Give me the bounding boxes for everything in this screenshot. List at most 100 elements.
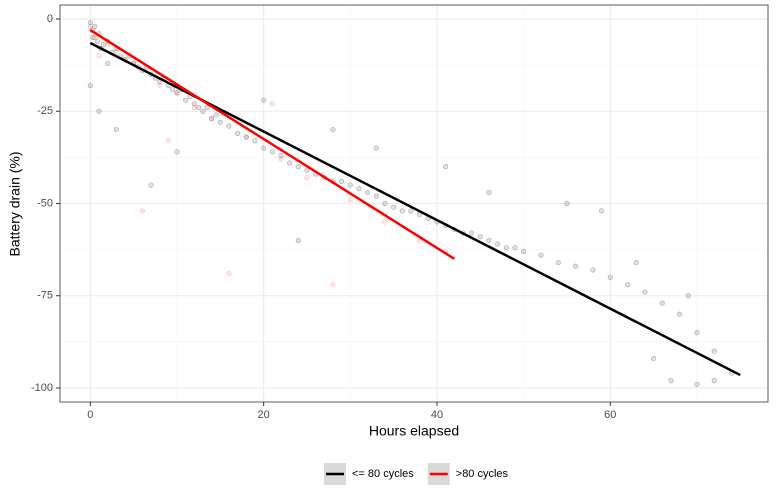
data-point bbox=[87, 82, 93, 89]
data-point bbox=[174, 90, 180, 96]
data-point bbox=[191, 104, 197, 111]
y-tick-label: 0 bbox=[47, 13, 53, 25]
data-point bbox=[347, 197, 353, 203]
data-point bbox=[607, 274, 613, 280]
data-point bbox=[564, 200, 570, 207]
fit-line bbox=[89, 29, 455, 260]
data-point bbox=[633, 259, 639, 266]
data-point bbox=[278, 156, 284, 162]
data-point bbox=[495, 241, 501, 247]
data-point bbox=[573, 263, 579, 269]
data-point bbox=[261, 97, 267, 103]
x-tick-label: 20 bbox=[258, 409, 270, 421]
data-point bbox=[347, 182, 353, 188]
data-point bbox=[625, 282, 631, 288]
data-point bbox=[711, 378, 717, 384]
data-point bbox=[113, 49, 119, 55]
data-point bbox=[486, 189, 492, 196]
data-point bbox=[659, 300, 665, 306]
data-point bbox=[165, 138, 171, 144]
data-point bbox=[92, 23, 98, 29]
data-point bbox=[373, 193, 379, 199]
data-point bbox=[555, 259, 561, 266]
data-point bbox=[365, 189, 371, 196]
data-point bbox=[694, 330, 700, 336]
legend-label: <= 80 cycles bbox=[352, 468, 414, 480]
data-point bbox=[382, 200, 388, 207]
data-point bbox=[96, 53, 102, 59]
x-axis-title: Hours elapsed bbox=[369, 423, 459, 439]
data-point bbox=[269, 149, 275, 155]
data-point bbox=[174, 149, 180, 155]
data-point bbox=[339, 178, 345, 184]
y-tick-label: -75 bbox=[37, 290, 53, 302]
y-tick-label: -100 bbox=[31, 382, 53, 394]
data-point bbox=[408, 208, 414, 214]
data-point bbox=[100, 42, 106, 48]
data-point bbox=[96, 108, 102, 114]
data-point bbox=[235, 130, 241, 136]
data-point bbox=[87, 20, 93, 26]
x-tick-label: 0 bbox=[87, 409, 93, 421]
data-point bbox=[209, 116, 215, 122]
data-point bbox=[226, 271, 232, 277]
data-point bbox=[105, 60, 111, 66]
data-point bbox=[287, 160, 293, 166]
data-point bbox=[469, 230, 475, 236]
data-point bbox=[295, 237, 301, 243]
data-point bbox=[183, 97, 189, 103]
data-point bbox=[148, 182, 154, 188]
data-point bbox=[503, 245, 509, 251]
data-point bbox=[113, 127, 119, 133]
data-point bbox=[200, 108, 206, 114]
data-point bbox=[330, 127, 336, 133]
data-point bbox=[191, 101, 197, 107]
data-point bbox=[92, 34, 98, 41]
data-point bbox=[399, 208, 405, 214]
y-tick-label: -25 bbox=[37, 105, 53, 117]
data-point bbox=[196, 104, 202, 111]
data-point bbox=[94, 38, 100, 44]
data-point bbox=[226, 123, 232, 129]
data-point bbox=[304, 175, 310, 181]
data-point bbox=[243, 134, 249, 140]
data-point bbox=[599, 208, 605, 214]
data-point bbox=[170, 86, 176, 92]
data-point bbox=[391, 204, 397, 210]
legend-label: >80 cycles bbox=[456, 468, 509, 480]
data-point bbox=[217, 119, 223, 125]
data-point bbox=[304, 167, 310, 173]
data-point bbox=[87, 23, 93, 29]
data-point bbox=[694, 381, 700, 387]
panel-border bbox=[59, 4, 769, 403]
data-point bbox=[269, 101, 275, 107]
data-point bbox=[685, 293, 691, 299]
data-point bbox=[711, 348, 717, 354]
y-tick-label: -50 bbox=[37, 197, 53, 209]
data-point bbox=[382, 219, 388, 225]
data-point bbox=[295, 164, 301, 170]
x-tick-label: 40 bbox=[431, 409, 443, 421]
data-point bbox=[261, 145, 267, 151]
data-point bbox=[105, 42, 111, 48]
data-point bbox=[204, 104, 210, 111]
data-point bbox=[243, 134, 249, 140]
data-point bbox=[139, 208, 145, 214]
data-point bbox=[642, 289, 648, 295]
data-point bbox=[668, 378, 674, 384]
data-point bbox=[512, 245, 518, 251]
data-point bbox=[90, 34, 96, 41]
data-point bbox=[174, 90, 180, 96]
data-point bbox=[278, 152, 284, 159]
data-point bbox=[252, 138, 258, 144]
data-point bbox=[209, 116, 215, 122]
data-point bbox=[590, 267, 596, 273]
data-point bbox=[356, 186, 362, 192]
x-tick-label: 60 bbox=[604, 409, 616, 421]
data-point bbox=[521, 248, 527, 255]
data-point bbox=[677, 311, 683, 317]
y-axis-title: Battery drain (%) bbox=[7, 151, 23, 256]
data-point bbox=[330, 282, 336, 288]
data-point bbox=[486, 237, 492, 243]
